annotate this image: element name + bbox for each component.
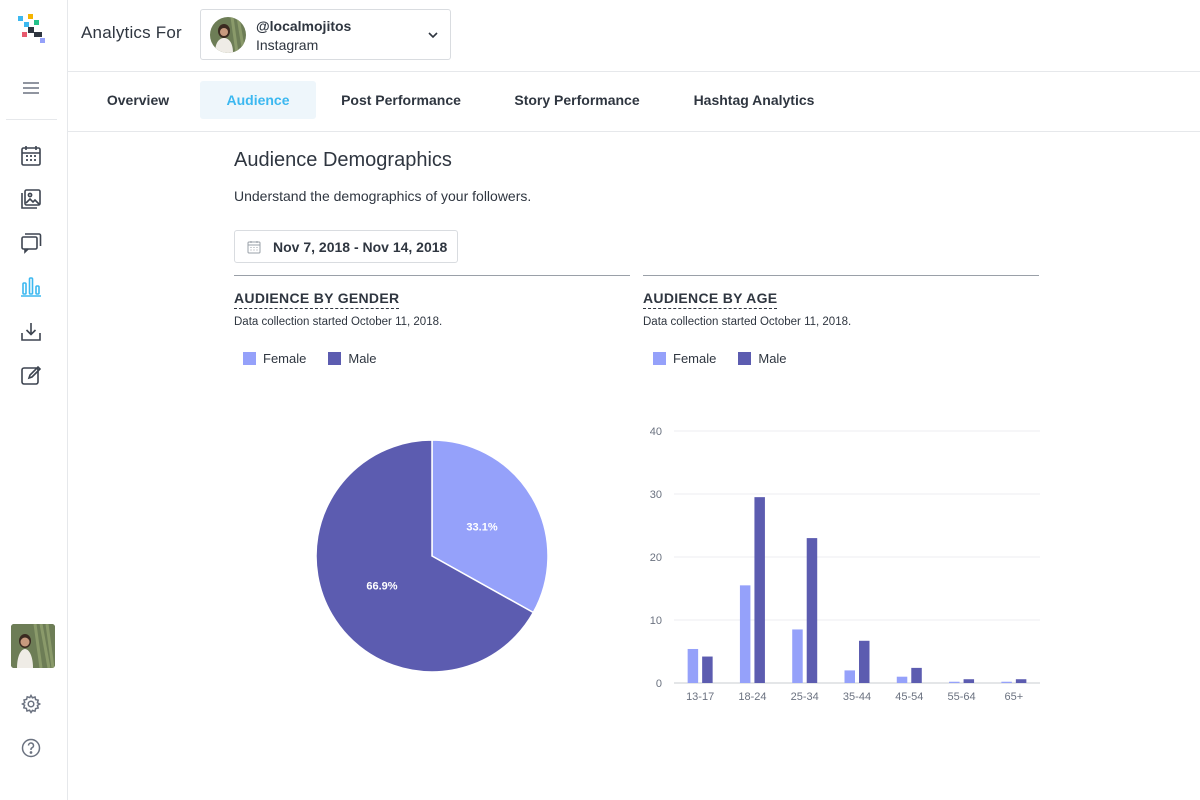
x-tick-label: 13-17 [686,691,714,703]
bar-male-25-34[interactable] [806,538,818,683]
tab-bar: Overview Audience Post Performance Story… [68,72,1200,132]
image-library-icon[interactable] [17,185,45,213]
x-tick-label: 35-44 [843,691,871,703]
legend-label-male: Male [758,351,787,366]
account-platform: Instagram [256,37,319,53]
account-avatar [210,17,246,53]
sidebar-divider [6,119,57,120]
y-tick-label: 30 [650,489,662,501]
chevron-down-icon [426,28,440,42]
edit-icon[interactable] [17,361,45,389]
settings-icon[interactable] [17,690,45,718]
bar-male-13-17[interactable] [702,656,713,683]
gender-panel-note: Data collection started October 11, 2018… [234,316,443,328]
legend-swatch-male [738,352,752,365]
date-range-text: Nov 7, 2018 - Nov 14, 2018 [273,238,448,255]
pie-label-female: 33.1% [466,522,497,534]
tab-hashtag-analytics[interactable]: Hashtag Analytics [693,92,815,108]
page-header-title: Analytics For [81,23,182,42]
pie-label-male: 66.9% [366,580,397,592]
section-subtitle: Understand the demographics of your foll… [234,188,532,204]
bar-female-45-54[interactable] [896,676,908,683]
age-bar-chart: 0 10 20 30 40 13-17 18-24 25-34 35-44 45-54 55-64 6… [650,426,1040,703]
bar-female-65+[interactable] [1001,681,1012,683]
age-panel-note: Data collection started October 11, 2018… [643,316,852,328]
x-tick-label: 55-64 [948,691,976,703]
app-logo[interactable] [16,14,48,46]
bar-male-18-24[interactable] [754,497,765,683]
analytics-icon[interactable] [17,272,45,300]
calendar-icon[interactable] [17,142,45,170]
download-icon[interactable] [17,318,45,346]
bar-female-35-44[interactable] [844,670,856,683]
legend-swatch-male [328,352,342,365]
pie-slice-male[interactable] [315,439,535,673]
bar-female-13-17[interactable] [687,648,699,683]
age-legend: Female Male [653,351,809,366]
x-tick-label: 45-54 [895,691,923,703]
legend-item-male[interactable]: Male [738,351,787,366]
menu-icon[interactable] [17,74,45,102]
y-tick-label: 20 [650,552,662,564]
comments-icon[interactable] [17,229,45,257]
account-handle: @localmojitos [256,18,352,34]
calendar-icon [247,240,261,254]
tab-audience[interactable]: Audience [200,81,316,119]
legend-item-male[interactable]: Male [328,351,377,366]
sidebar [0,0,68,800]
legend-label-female: Female [673,351,717,366]
y-tick-label: 40 [650,426,662,438]
bar-female-25-34[interactable] [792,629,803,683]
gender-panel-title[interactable]: AUDIENCE BY GENDER [234,290,400,309]
date-range-picker[interactable]: Nov 7, 2018 - Nov 14, 2018 [234,230,458,263]
tab-post-performance[interactable]: Post Performance [341,92,461,108]
legend-label-male: Male [348,351,377,366]
legend-item-female[interactable]: Female [653,351,716,366]
x-tick-label: 65+ [1005,691,1024,703]
legend-swatch-female [243,352,256,365]
y-tick-label: 0 [656,678,662,690]
x-tick-label: 18-24 [738,691,766,703]
account-selector[interactable]: @localmojitos Instagram [200,9,451,60]
tab-overview[interactable]: Overview [106,92,170,108]
y-tick-label: 10 [650,615,662,627]
tab-story-performance[interactable]: Story Performance [514,92,640,108]
legend-swatch-female [653,352,666,365]
user-avatar[interactable] [11,624,55,668]
help-icon[interactable] [17,734,45,762]
section-title: Audience Demographics [234,149,452,171]
bar-female-55-64[interactable] [949,681,960,683]
pie-slice-female[interactable] [431,439,549,614]
bar-male-35-44[interactable] [859,640,870,683]
bar-female-18-24[interactable] [739,585,751,683]
gender-pie-chart: 33.1% 66.9% [315,439,549,673]
bar-male-55-64[interactable] [963,679,975,683]
legend-item-female[interactable]: Female [243,351,306,366]
gender-panel-rule [234,275,630,276]
age-panel-rule [643,275,1039,276]
x-tick-label: 25-34 [791,691,819,703]
bar-male-45-54[interactable] [911,667,922,683]
gender-legend: Female Male [243,351,399,366]
header: Analytics For @localmojitos Instagram [68,0,1200,72]
legend-label-female: Female [263,351,307,366]
age-panel-title[interactable]: AUDIENCE BY AGE [643,290,778,309]
bar-male-65+[interactable] [1015,679,1027,683]
